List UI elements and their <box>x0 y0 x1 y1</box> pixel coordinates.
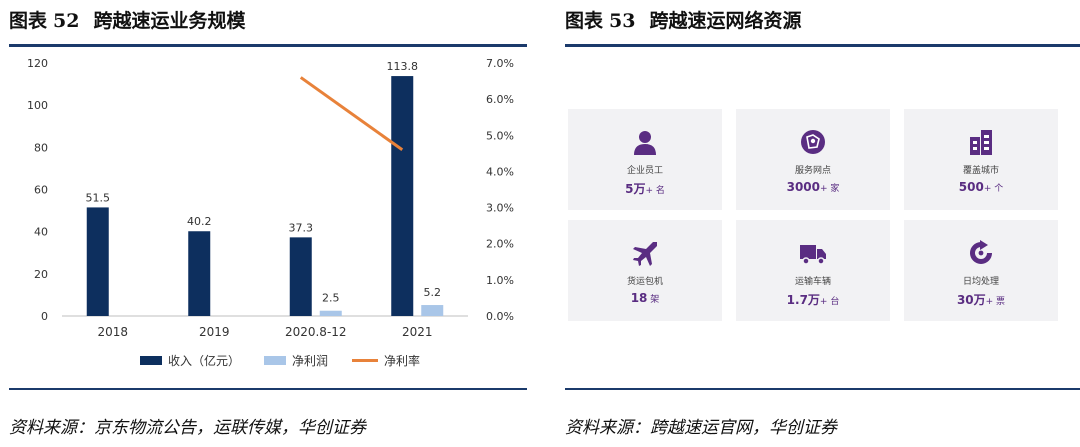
card-label: 货运包机 <box>626 277 663 287</box>
buildings-icon <box>970 130 992 155</box>
card-service-points: 服务网点 3000+ 家 <box>736 109 890 210</box>
revenue-data-label: 40.2 <box>187 215 212 228</box>
card-label: 覆盖城市 <box>962 166 999 176</box>
card-value: 1.7万+ 台 <box>787 291 840 308</box>
card-value-unit: + 家 <box>820 184 840 194</box>
card-value-number: 3000 <box>786 180 820 194</box>
card-cities: 覆盖城市 500+ 个 <box>904 109 1058 210</box>
legend-label-net-margin: 净利率 <box>384 354 421 368</box>
y-right-tick-label: 2.0% <box>486 238 514 251</box>
legend-item-net-margin: 净利率 <box>352 352 420 369</box>
y-left-tick-label: 0 <box>41 310 48 323</box>
y-right-tick-label: 3.0% <box>486 202 514 215</box>
y-left-tick-label: 60 <box>34 184 48 197</box>
x-tick-label: 2019 <box>199 325 230 339</box>
revenue-bar <box>86 207 109 316</box>
y-left-tick-label: 120 <box>27 57 48 70</box>
card-value-number: 500 <box>958 180 984 194</box>
source-note: 资料来源：跨越速运官网，华创证券 <box>565 418 837 438</box>
person-icon <box>634 131 656 155</box>
legend-item-net-profit: 净利润 <box>264 352 328 369</box>
card-value-unit: 架 <box>647 295 660 305</box>
card-label: 日均处理 <box>962 277 999 287</box>
airplane-icon <box>633 242 657 266</box>
revenue-data-label: 51.5 <box>86 191 111 204</box>
revenue-bar <box>391 76 414 317</box>
card-value-number: 30万 <box>956 293 986 307</box>
revenue-data-label: 37.3 <box>289 221 314 234</box>
legend-swatch-revenue <box>140 356 162 365</box>
figure-label: 图表 <box>565 10 604 32</box>
card-value-number: 5万 <box>625 182 646 196</box>
right-figure-panel: 图表 53 跨越速运网络资源 资料来源：跨越速运官网，华创证券 <box>556 0 1080 447</box>
card-value-unit: + 票 <box>985 297 1006 307</box>
x-tick-label: 2021 <box>402 325 433 339</box>
card-daily-shipments: 日均处理 30万+ 票 <box>904 220 1058 321</box>
net-profit-data-label: 2.5 <box>322 292 340 305</box>
card-value: 18 架 <box>631 291 660 305</box>
net-profit-data-label: 5.2 <box>424 286 442 299</box>
y-left-tick-label: 40 <box>34 226 48 239</box>
source-note: 资料来源：京东物流公告，运联传媒，华创证券 <box>9 418 366 438</box>
source-divider <box>565 388 1080 390</box>
y-left-tick-label: 80 <box>34 141 48 154</box>
source-divider <box>9 388 527 390</box>
figure-53-title: 图表 53 跨越速运网络资源 <box>565 6 801 33</box>
chart-legend: 收入（亿元） 净利润 净利率 <box>140 352 444 369</box>
x-tick-label: 2020.8-12 <box>285 325 347 339</box>
y-right-tick-label: 1.0% <box>486 274 514 287</box>
figure-52-title: 图表 52 跨越速运业务规模 <box>9 6 245 33</box>
figure-label: 图表 <box>9 10 48 32</box>
revenue-bar <box>289 237 312 316</box>
title-divider <box>9 44 527 47</box>
card-value: 5万+ 名 <box>625 180 665 197</box>
net-profit-bar <box>319 310 342 316</box>
card-charter-flights: 货运包机 18 架 <box>568 220 722 321</box>
net-margin-line <box>299 76 404 151</box>
card-value: 500+ 个 <box>959 180 1003 194</box>
legend-label-revenue: 收入（亿元） <box>168 354 241 368</box>
figure-number: 53 <box>609 10 636 32</box>
y-right-tick-label: 6.0% <box>486 93 514 106</box>
y-left-tick-label: 20 <box>34 268 48 281</box>
network-resources-grid: 企业员工 5万+ 名 服务网点 3000+ 家 覆盖城市 500+ 个 货运包机… <box>568 109 1067 321</box>
card-vehicles: 运输车辆 1.7万+ 台 <box>736 220 890 321</box>
y-left-tick-label: 100 <box>27 99 48 112</box>
card-employees: 企业员工 5万+ 名 <box>568 109 722 210</box>
network-icon <box>801 130 825 154</box>
card-value-number: 1.7万 <box>786 293 820 307</box>
card-value-number: 18 <box>630 291 648 305</box>
revenue-data-label: 113.8 <box>387 60 419 73</box>
figure-number: 52 <box>53 10 80 32</box>
y-right-tick-label: 0.0% <box>486 310 514 323</box>
y-right-tick-label: 7.0% <box>486 57 514 70</box>
card-label: 服务网点 <box>794 166 831 176</box>
card-value-unit: + 名 <box>645 186 665 196</box>
figure-title-text: 跨越速运业务规模 <box>93 10 246 32</box>
figure-title-text: 跨越速运网络资源 <box>649 10 802 32</box>
legend-label-net-profit: 净利润 <box>292 354 329 368</box>
business-scale-chart: 0 20 40 60 80 100 120 0.0% 1.0% 2.0% 3.0% 4.0% 5.0% 6… <box>27 57 514 339</box>
truck-icon <box>800 245 826 265</box>
legend-item-revenue: 收入（亿元） <box>140 352 240 369</box>
title-divider <box>565 44 1080 47</box>
legend-swatch-net-profit <box>264 356 287 365</box>
revenue-bar <box>188 231 211 316</box>
card-value: 3000+ 家 <box>787 180 840 194</box>
y-right-tick-label: 4.0% <box>486 165 514 178</box>
card-value: 30万+ 票 <box>957 291 1005 308</box>
legend-swatch-net-margin <box>352 359 379 362</box>
left-figure-panel: 图表 52 跨越速运业务规模 0 20 40 60 80 100 120 0.0% 1.0% 2.0%… <box>0 0 527 447</box>
card-value-unit: + 台 <box>819 297 840 307</box>
x-tick-label: 2018 <box>97 325 128 339</box>
card-value-unit: + 个 <box>983 184 1004 194</box>
refresh-icon <box>970 240 992 264</box>
card-label: 企业员工 <box>626 166 663 176</box>
net-profit-bar <box>421 305 444 316</box>
card-label: 运输车辆 <box>794 277 831 287</box>
y-right-tick-label: 5.0% <box>486 129 514 142</box>
